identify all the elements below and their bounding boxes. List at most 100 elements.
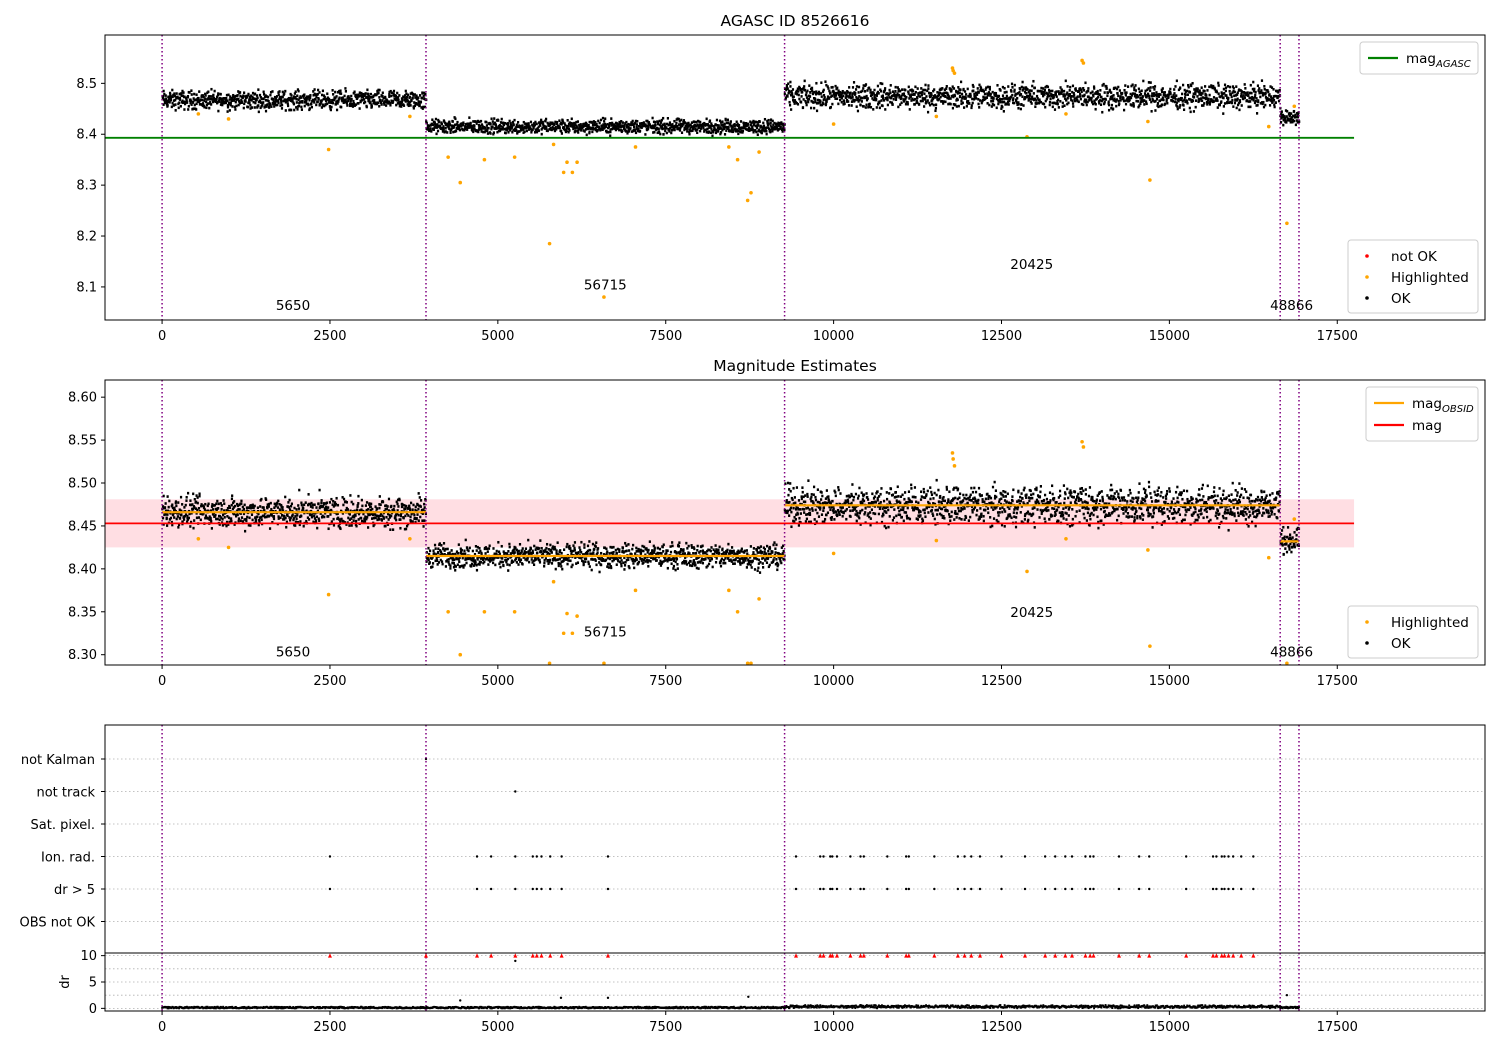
ok-point [780,121,783,124]
ok-point [597,119,600,123]
ok-point [284,516,287,520]
ok-point [1028,89,1031,92]
highlighted-point [745,198,750,203]
ok-point [507,122,510,125]
ok-point [405,95,409,99]
ok-point [644,133,647,136]
ok-point [291,100,294,103]
ok-point [340,105,343,109]
ok-point [209,516,212,520]
ok-point [335,95,338,98]
ok-point [438,120,441,123]
ok-point [1164,102,1167,106]
ok-point [478,126,481,130]
ok-point [631,547,634,551]
ok-point [736,128,739,131]
ok-point [595,553,598,556]
ok-point [651,552,654,556]
ok-point [1093,87,1096,90]
ok-point [861,96,864,100]
ok-point [572,127,575,131]
ok-point [1021,89,1024,92]
ok-point [769,124,772,127]
ok-point [558,126,561,130]
ok-point [342,101,345,104]
ok-point [510,559,514,563]
ok-point [919,99,922,103]
ok-point [487,563,490,566]
ok-point [1073,97,1076,101]
ok-point [1185,100,1189,103]
ok-point [536,551,539,555]
ok-point [848,86,851,89]
ok-point [946,92,949,95]
ok-point [321,514,324,518]
ok-point [1213,87,1216,90]
ok-point [1196,95,1199,98]
ok-point [668,555,671,559]
ok-point [431,555,434,559]
ok-point [652,551,655,554]
ok-point [1219,95,1222,99]
ok-point [837,89,840,93]
ok-point [506,124,509,127]
x-tick-label: 5000 [481,329,514,344]
ok-point [1017,102,1020,106]
ok-point [423,97,426,101]
ok-point [645,128,649,132]
ok-point [553,558,556,561]
ok-point [373,98,376,102]
ok-point [301,101,304,104]
ok-point [505,558,508,562]
ok-point [1062,93,1065,96]
ok-point [625,126,628,129]
ok-point [1222,96,1225,100]
ok-point [1283,115,1286,118]
ok-point [1190,100,1193,103]
ok-point [403,527,407,531]
ok-point [753,122,756,125]
ok-point [161,505,165,508]
ok-point [334,90,337,94]
ok-point [164,99,167,102]
ok-point [618,550,621,553]
ok-point [602,558,605,562]
ok-point [733,124,736,128]
ok-point [879,82,882,85]
ok-point [652,544,655,548]
ok-point [233,105,236,109]
ok-point [1228,89,1231,93]
ok-point [439,553,442,557]
ok-point [325,505,328,509]
ok-point [260,497,263,501]
ok-point [1033,86,1036,90]
ok-point [988,92,991,95]
ok-point [411,96,414,100]
ok-point [719,126,722,130]
ok-point [902,98,905,101]
ok-point [326,102,329,106]
ok-point [644,560,647,563]
ok-point [911,89,915,92]
ok-point [1072,91,1075,95]
ok-point [498,123,501,127]
ok-point [875,106,878,109]
ok-point [1165,99,1168,103]
ok-point [281,509,285,512]
ok-point [385,104,388,107]
ok-point [595,128,598,132]
ok-point [429,556,432,560]
ok-point [367,92,370,96]
ok-point [791,93,794,96]
ok-point [1107,108,1111,112]
ok-point [278,508,281,511]
ok-point [594,126,597,130]
ok-point [725,129,728,132]
ok-point [671,128,674,132]
ok-point [440,122,444,126]
ok-point [1165,97,1168,101]
ok-point [323,104,326,108]
ok-point [1035,99,1038,102]
ok-point [547,548,550,551]
ok-point [518,130,521,133]
